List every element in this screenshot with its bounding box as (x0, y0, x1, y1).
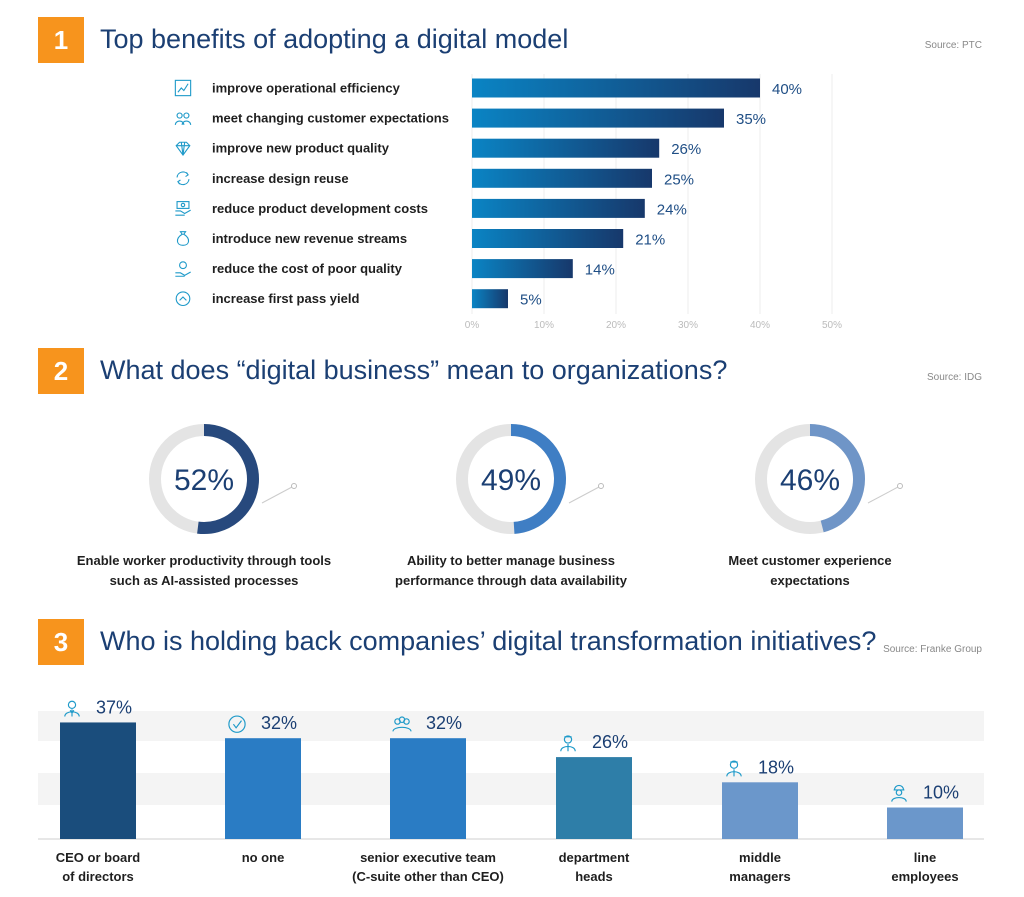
line-chart-icon (174, 79, 192, 97)
bar (472, 198, 645, 218)
bar (472, 78, 760, 98)
section-2-title: What does “digital business” mean to org… (100, 355, 728, 385)
section-1-source: Source: PTC (924, 40, 982, 51)
category-label: introduce new revenue streams (212, 231, 407, 246)
section-3-title: Who is holding back companies’ digital t… (100, 626, 877, 656)
donut-caption: Meet customer experience (728, 553, 891, 568)
connector-dot (598, 483, 604, 489)
manager-icon (560, 735, 576, 752)
bar (472, 289, 508, 309)
x-tick-label: 50% (822, 320, 842, 331)
money-hand-icon (175, 201, 191, 216)
bar (472, 259, 573, 279)
executive-icon (64, 700, 80, 717)
value-label: 32% (426, 713, 462, 733)
benefits-bar-chart: 0% 10% 20% 30% 40% 50% improve operational eff… (174, 74, 842, 331)
worker-icon (891, 784, 907, 802)
donut-caption: Ability to better manage business (407, 553, 615, 568)
x-tick-label: 0% (465, 320, 480, 331)
people-icon (174, 112, 192, 126)
value-label: 18% (758, 757, 794, 777)
value-label: 14% (585, 262, 615, 279)
bar (472, 108, 724, 128)
connector-line (261, 486, 293, 504)
money-bag-icon (176, 231, 190, 246)
bar (60, 722, 136, 839)
category-label: line (914, 850, 936, 865)
section-2-number: 2 (38, 348, 84, 394)
section-2-source: Source: IDG (926, 372, 982, 383)
category-label: of directors (62, 869, 134, 884)
category-label: CEO or board (56, 850, 141, 865)
category-label: employees (891, 869, 958, 884)
bar (472, 168, 652, 188)
bar (887, 807, 963, 839)
diamond-icon (175, 141, 191, 156)
value-label: 21% (635, 232, 665, 249)
category-label: heads (575, 869, 613, 884)
bar (225, 738, 301, 839)
value-label: 32% (261, 713, 297, 733)
category-label: reduce product development costs (212, 201, 428, 216)
value-label: 5% (520, 292, 542, 309)
donut-arc (197, 424, 259, 534)
category-label: senior executive team (360, 850, 496, 865)
donut-arc (809, 424, 865, 533)
connector-dot (291, 483, 297, 489)
bar (472, 138, 660, 158)
category-label: improve new product quality (212, 141, 390, 156)
refresh-icon (176, 171, 190, 186)
category-label: reduce the cost of poor quality (212, 261, 403, 276)
checkmark-icon (228, 715, 246, 733)
background-band (38, 773, 984, 805)
value-label: 25% (664, 171, 694, 188)
bar (390, 738, 466, 839)
donut-caption: such as AI-assisted processes (110, 573, 299, 588)
value-label: 10% (923, 783, 959, 803)
x-tick-label: 10% (534, 320, 554, 331)
bar (722, 782, 798, 839)
value-label: 40% (772, 81, 802, 98)
chevron-up-icon (175, 291, 191, 307)
connector-line (568, 486, 600, 504)
digital-business-donuts: 52% Enable worker productivity through to… (77, 424, 903, 588)
x-tick-label: 30% (678, 320, 698, 331)
section-3-source: Source: Franke Group (883, 644, 982, 655)
holding-back-bar-chart: 37% CEO or board of directors 32% no one 32% s… (38, 697, 984, 884)
category-label: department (559, 850, 630, 865)
donut-arc (510, 424, 566, 534)
donut-caption: Enable worker productivity through tools (77, 553, 331, 568)
bar (472, 229, 624, 248)
category-label: increase design reuse (212, 171, 349, 186)
background-band (38, 711, 984, 741)
value-label: 37% (96, 697, 132, 717)
bar (556, 757, 632, 839)
value-label: 24% (657, 201, 687, 218)
section-1-title: Top benefits of adopting a digital model (100, 24, 569, 54)
connector-line (867, 486, 899, 504)
category-label: improve operational efficiency (212, 81, 401, 96)
section-3-number: 3 (38, 619, 84, 665)
coin-hand-icon (175, 261, 191, 277)
section-1-number: 1 (38, 17, 84, 63)
value-label: 26% (592, 732, 628, 752)
value-label: 26% (671, 141, 701, 158)
category-label: (C-suite other than CEO) (352, 869, 504, 884)
category-label: middle (739, 850, 781, 865)
value-label: 35% (736, 111, 766, 128)
donut-value: 49% (481, 464, 541, 497)
donut-value: 52% (174, 464, 234, 497)
donut-caption: performance through data availability (395, 573, 628, 588)
x-tick-label: 40% (750, 320, 770, 331)
connector-dot (897, 483, 903, 489)
group-icon (392, 716, 412, 732)
category-label: meet changing customer expectations (212, 111, 449, 126)
category-label: managers (729, 869, 790, 884)
category-label: no one (242, 850, 285, 865)
donut-value: 46% (780, 464, 840, 497)
category-label: increase first pass yield (212, 291, 359, 306)
x-tick-label: 20% (606, 320, 626, 331)
donut-caption: expectations (770, 573, 849, 588)
manager-icon (726, 760, 742, 777)
